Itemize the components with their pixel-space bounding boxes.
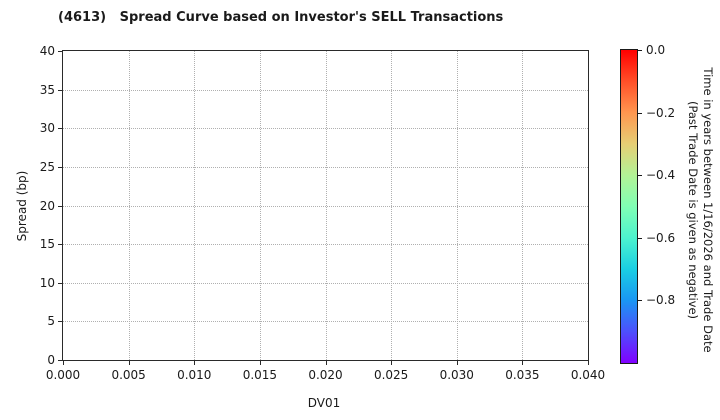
x-tick-label: 0.020 (308, 368, 343, 382)
x-tick-label: 0.005 (111, 368, 146, 382)
y-tick-label: 30 (39, 121, 55, 136)
y-tick-label: 20 (39, 198, 55, 213)
y-tick-label: 0 (47, 353, 55, 367)
x-tick-mark (456, 361, 458, 365)
colorbar-label: Time in years between 1/16/2026 and Trad… (685, 50, 715, 370)
y-tick-mark (58, 51, 62, 52)
x-tick-mark (325, 361, 327, 365)
colorbar-tick-label: −0.2 (646, 105, 676, 120)
y-tick-label: 15 (39, 237, 55, 252)
colorbar-tick-label: −0.4 (646, 168, 676, 183)
x-tick-mark (588, 361, 589, 365)
x-tick-label: 0.000 (45, 368, 81, 382)
colorbar-tick-label: −0.8 (646, 293, 676, 308)
colorbar-label-line2: (Past Trade Date is given as negative) (686, 100, 700, 320)
y-tick-mark (58, 360, 62, 361)
y-tick-mark (58, 244, 62, 246)
x-tick-label: 0.035 (505, 368, 540, 382)
x-tick-label: 0.030 (439, 368, 474, 382)
x-tick-label: 0.025 (373, 368, 409, 382)
y-gridline (63, 128, 588, 130)
colorbar-gradient (620, 49, 638, 364)
y-gridline (63, 244, 588, 246)
y-gridline (63, 166, 588, 168)
x-tick-label: 0.015 (242, 368, 278, 382)
colorbar-label-line1: Time in years between 1/16/2026 and Trad… (701, 67, 715, 353)
colorbar-tick-mark (637, 175, 642, 177)
y-gridline (63, 321, 588, 323)
x-axis-label: DV01 (307, 396, 341, 410)
y-tick-label: 40 (39, 44, 55, 58)
x-tick-mark (63, 361, 64, 365)
y-gridline (63, 89, 588, 91)
y-tick-mark (58, 89, 62, 91)
x-tick-label: 0.010 (177, 368, 212, 382)
y-tick-mark (58, 321, 62, 323)
y-tick-label: 25 (39, 159, 55, 174)
colorbar-tick-mark (637, 237, 642, 239)
y-tick-label: 10 (39, 275, 55, 290)
colorbar-tick-mark (637, 112, 642, 114)
x-tick-mark (194, 361, 196, 365)
colorbar-tick-label: −0.6 (646, 230, 676, 245)
colorbar-tick-mark (637, 300, 642, 302)
y-tick-label: 35 (39, 82, 55, 97)
y-gridline (63, 205, 588, 207)
y-tick-mark (58, 128, 62, 130)
x-tick-mark (259, 361, 261, 365)
colorbar-tick-label: 0.0 (646, 43, 666, 57)
x-tick-mark (128, 361, 130, 365)
x-tick-mark (522, 361, 524, 365)
y-gridline (63, 282, 588, 284)
y-tick-mark (58, 166, 62, 168)
y-tick-label: 5 (47, 314, 55, 329)
colorbar-tick-mark (637, 50, 642, 51)
x-tick-mark (391, 361, 393, 365)
y-tick-mark (58, 282, 62, 284)
chart-title: (4613) Spread Curve based on Investor's … (58, 10, 504, 25)
plot-area (62, 50, 589, 361)
x-tick-label: 0.040 (570, 368, 606, 382)
y-tick-mark (58, 205, 62, 207)
